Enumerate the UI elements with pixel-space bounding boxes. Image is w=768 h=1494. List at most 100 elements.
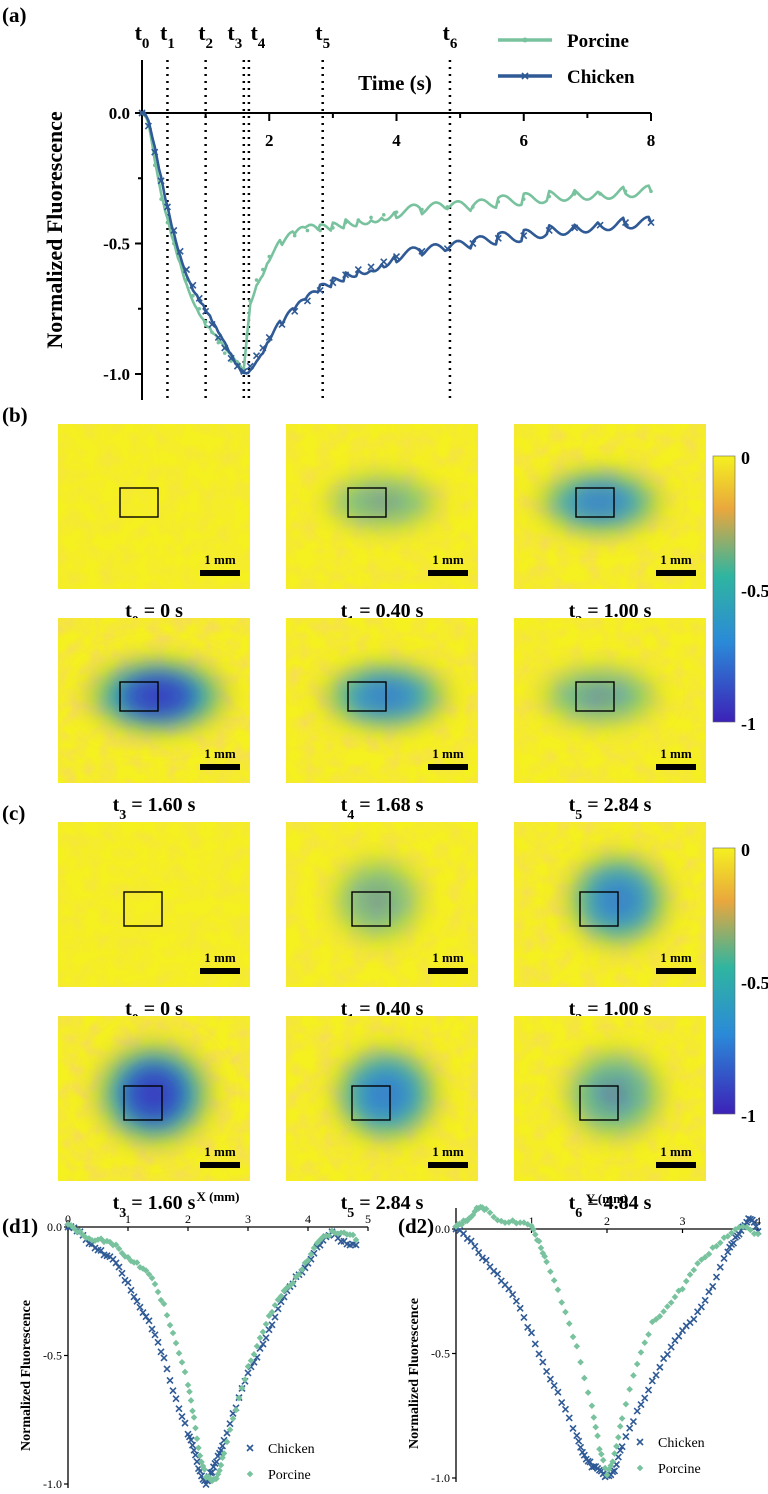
data-point-porcine [698,1256,705,1264]
heatmap-tile: 1 mm [286,822,478,987]
y-axis-label-a: Normalized Fluorescence [42,111,67,348]
data-point-porcine [594,1432,601,1440]
colorbar [712,455,736,723]
data-point-porcine [626,1385,633,1393]
data-point-chicken [352,1241,360,1249]
y-tick-label-d2: -1.0 [431,1471,450,1485]
data-point-porcine [175,1349,183,1357]
data-point-porcine [618,1415,626,1422]
data-point-chicken [735,1230,743,1238]
data-point-chicken [392,252,401,261]
data-point-porcine [611,1450,618,1457]
data-point-chicken [151,1331,159,1339]
time-marker-label: t2 [198,20,213,52]
x-tick-label-a: 8 [647,131,656,150]
time-marker-label: t1 [160,20,175,52]
data-point-porcine [223,1438,231,1446]
scale-bar [200,570,240,576]
legend-label-chicken: Chicken [268,1442,315,1457]
data-point-porcine [531,1231,539,1238]
data-point-chicken [469,239,477,248]
data-point-porcine [713,1242,720,1250]
data-point-porcine [217,1461,225,1469]
data-point-chicken [545,226,553,235]
data-point-chicken [752,1222,760,1231]
data-point-porcine [356,218,361,222]
data-point-chicken [475,1248,483,1257]
data-point-porcine [486,1209,494,1216]
scale-bar-label: 1 mm [660,746,692,761]
data-point-porcine [238,1384,246,1392]
data-point-porcine [267,254,272,259]
series-line-chicken [141,110,653,375]
data-point-porcine [259,1328,267,1336]
data-point-chicken [127,1286,135,1294]
data-point-porcine [248,299,252,303]
data-point-chicken [571,224,579,232]
legend-marker-chicken [521,72,529,80]
data-point-porcine [535,1237,543,1245]
data-point-porcine [280,241,284,246]
colorbar-tick-label: -0.5 [741,973,768,993]
data-point-chicken [584,1457,592,1465]
data-point-porcine [616,1423,624,1430]
data-point-porcine [226,1426,234,1434]
data-point-chicken [136,1303,144,1311]
x-tick-label-d2: 3 [680,1214,686,1228]
data-point-porcine [501,1219,509,1226]
data-point-chicken [221,344,229,352]
roi-box [347,681,387,712]
data-point-chicken [629,1418,637,1426]
data-point-porcine [70,1224,78,1232]
x-tick-label-a: 4 [392,131,401,150]
data-point-porcine [445,205,450,209]
data-point-chicken [191,1451,200,1459]
colorbar-tick-label: 0 [741,448,750,468]
data-point-porcine [151,1280,159,1288]
data-point-chicken [97,1246,105,1254]
data-point-chicken [166,1376,174,1384]
data-point-porcine [547,1268,554,1275]
chart-d1: 0 1 2 3 4 5 0.0 -0.5 -1.0 X (mm) Normalized Fluore… [19,1189,371,1491]
x-tick-label-a: 6 [520,131,529,150]
data-point-chicken [596,221,604,229]
data-point-porcine [216,1467,223,1474]
data-point-chicken [188,1441,197,1449]
data-point-porcine [599,1456,607,1464]
data-point-porcine [588,1402,596,1410]
data-point-chicken [531,1340,539,1348]
time-marker-label: t3 [227,20,242,52]
x-tick-label-d1: 4 [305,1212,311,1226]
data-point-porcine [216,340,221,345]
tile-texture [58,424,250,589]
time-marker-label: t6 [443,20,458,52]
data-point-porcine [193,1435,201,1443]
data-point-chicken [187,1436,195,1444]
data-point-porcine [154,1288,162,1296]
data-point-porcine [701,1253,709,1261]
data-point-porcine [192,1424,199,1432]
tile-signal-blob [314,467,450,537]
data-point-porcine [521,197,526,201]
data-point-porcine [584,1389,592,1396]
data-point-chicken [709,1282,717,1291]
data-point-porcine [735,1223,743,1231]
data-point-chicken [163,1365,171,1373]
data-point-chicken [520,232,528,240]
data-point-porcine [181,1368,189,1376]
data-point-porcine [543,1258,550,1266]
data-point-chicken [218,1442,227,1450]
data-point-porcine [265,1312,273,1320]
data-point-porcine [203,320,208,324]
data-point-porcine [172,1339,180,1347]
data-point-chicken [265,1326,273,1334]
data-point-porcine [196,1452,204,1459]
heatmap-tile: 1 mm [514,424,706,589]
data-point-chicken [720,1254,728,1262]
data-point-chicken [561,1405,570,1413]
data-point-porcine [630,1372,637,1379]
data-point-chicken [724,1248,732,1256]
data-point-porcine [189,1407,196,1415]
data-point-porcine [133,1259,141,1266]
data-point-porcine [645,1331,652,1338]
